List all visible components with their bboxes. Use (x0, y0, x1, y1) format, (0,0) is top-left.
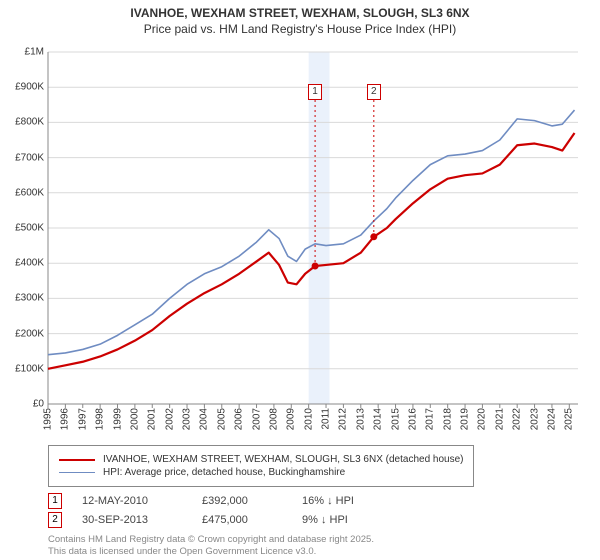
y-axis-label: £700K (15, 152, 44, 163)
y-axis-label: £500K (15, 223, 44, 234)
sales-table: 1 12-MAY-2010£392,00016% ↓ HPI 2 30-SEP-201… (48, 490, 392, 531)
y-axis-label: £100K (15, 363, 44, 374)
y-axis-label: £300K (15, 293, 44, 304)
y-axis-label: £200K (15, 328, 44, 339)
legend-row: HPI: Average price, detached house, Buck… (59, 467, 463, 478)
legend-label: IVANHOE, WEXHAM STREET, WEXHAM, SLOUGH, … (103, 454, 463, 465)
y-axis-label: £800K (15, 117, 44, 128)
legend-label: HPI: Average price, detached house, Buck… (103, 467, 345, 478)
x-axis-label: 1996 (60, 408, 71, 430)
sale-diff: 16% ↓ HPI (302, 495, 392, 507)
page-subtitle: Price paid vs. HM Land Registry's House … (0, 22, 600, 40)
x-axis-label: 2020 (477, 408, 488, 430)
footer-line: Contains HM Land Registry data © Crown c… (48, 534, 374, 546)
x-axis-label: 2012 (338, 408, 349, 430)
x-axis-label: 2016 (407, 408, 418, 430)
sale-row: 2 30-SEP-2013£475,0009% ↓ HPI (48, 512, 392, 528)
x-axis-label: 2015 (390, 408, 401, 430)
x-axis-label: 2024 (546, 408, 557, 430)
page-title: IVANHOE, WEXHAM STREET, WEXHAM, SLOUGH, … (0, 0, 600, 22)
x-axis-label: 1998 (95, 408, 106, 430)
sale-price: £392,000 (202, 495, 302, 507)
y-axis-label: £600K (15, 187, 44, 198)
x-axis-label: 2014 (373, 408, 384, 430)
sale-price: £475,000 (202, 514, 302, 526)
sale-date: 30-SEP-2013 (82, 514, 202, 526)
x-axis-label: 2008 (268, 408, 279, 430)
sale-marker: 1 (48, 493, 62, 509)
sale-date: 12-MAY-2010 (82, 495, 202, 507)
price-chart: 12£0£100K£200K£300K£400K£500K£600K£700K£… (48, 52, 578, 404)
x-axis-label: 2006 (234, 408, 245, 430)
x-axis-label: 2013 (355, 408, 366, 430)
y-axis-label: £400K (15, 258, 44, 269)
chart-marker-flag: 1 (308, 84, 322, 100)
x-axis-label: 2009 (286, 408, 297, 430)
chart-marker-flag: 2 (367, 84, 381, 100)
x-axis-label: 2025 (564, 408, 575, 430)
sale-diff: 9% ↓ HPI (302, 514, 392, 526)
x-axis-label: 2018 (442, 408, 453, 430)
y-axis-label: £1M (25, 47, 44, 58)
x-axis-label: 2002 (164, 408, 175, 430)
legend-swatch (59, 472, 95, 473)
x-axis-label: 1999 (112, 408, 123, 430)
x-axis-label: 2022 (512, 408, 523, 430)
x-axis-label: 2001 (147, 408, 158, 430)
x-axis-label: 2000 (129, 408, 140, 430)
x-axis-label: 2007 (251, 408, 262, 430)
legend: IVANHOE, WEXHAM STREET, WEXHAM, SLOUGH, … (48, 445, 474, 487)
y-axis-label: £900K (15, 82, 44, 93)
x-axis-label: 1997 (77, 408, 88, 430)
sale-marker: 2 (48, 512, 62, 528)
legend-row: IVANHOE, WEXHAM STREET, WEXHAM, SLOUGH, … (59, 454, 463, 465)
footer-attribution: Contains HM Land Registry data © Crown c… (48, 534, 374, 559)
footer-line: This data is licensed under the Open Gov… (48, 546, 374, 558)
x-axis-label: 2004 (199, 408, 210, 430)
x-axis-label: 2021 (494, 408, 505, 430)
x-axis-label: 2005 (216, 408, 227, 430)
legend-swatch (59, 459, 95, 461)
x-axis-label: 2023 (529, 408, 540, 430)
x-axis-label: 1995 (43, 408, 54, 430)
sale-row: 1 12-MAY-2010£392,00016% ↓ HPI (48, 493, 392, 509)
x-axis-label: 2017 (425, 408, 436, 430)
x-axis-label: 2003 (182, 408, 193, 430)
x-axis-label: 2010 (303, 408, 314, 430)
x-axis-label: 2019 (460, 408, 471, 430)
x-axis-label: 2011 (321, 408, 332, 430)
